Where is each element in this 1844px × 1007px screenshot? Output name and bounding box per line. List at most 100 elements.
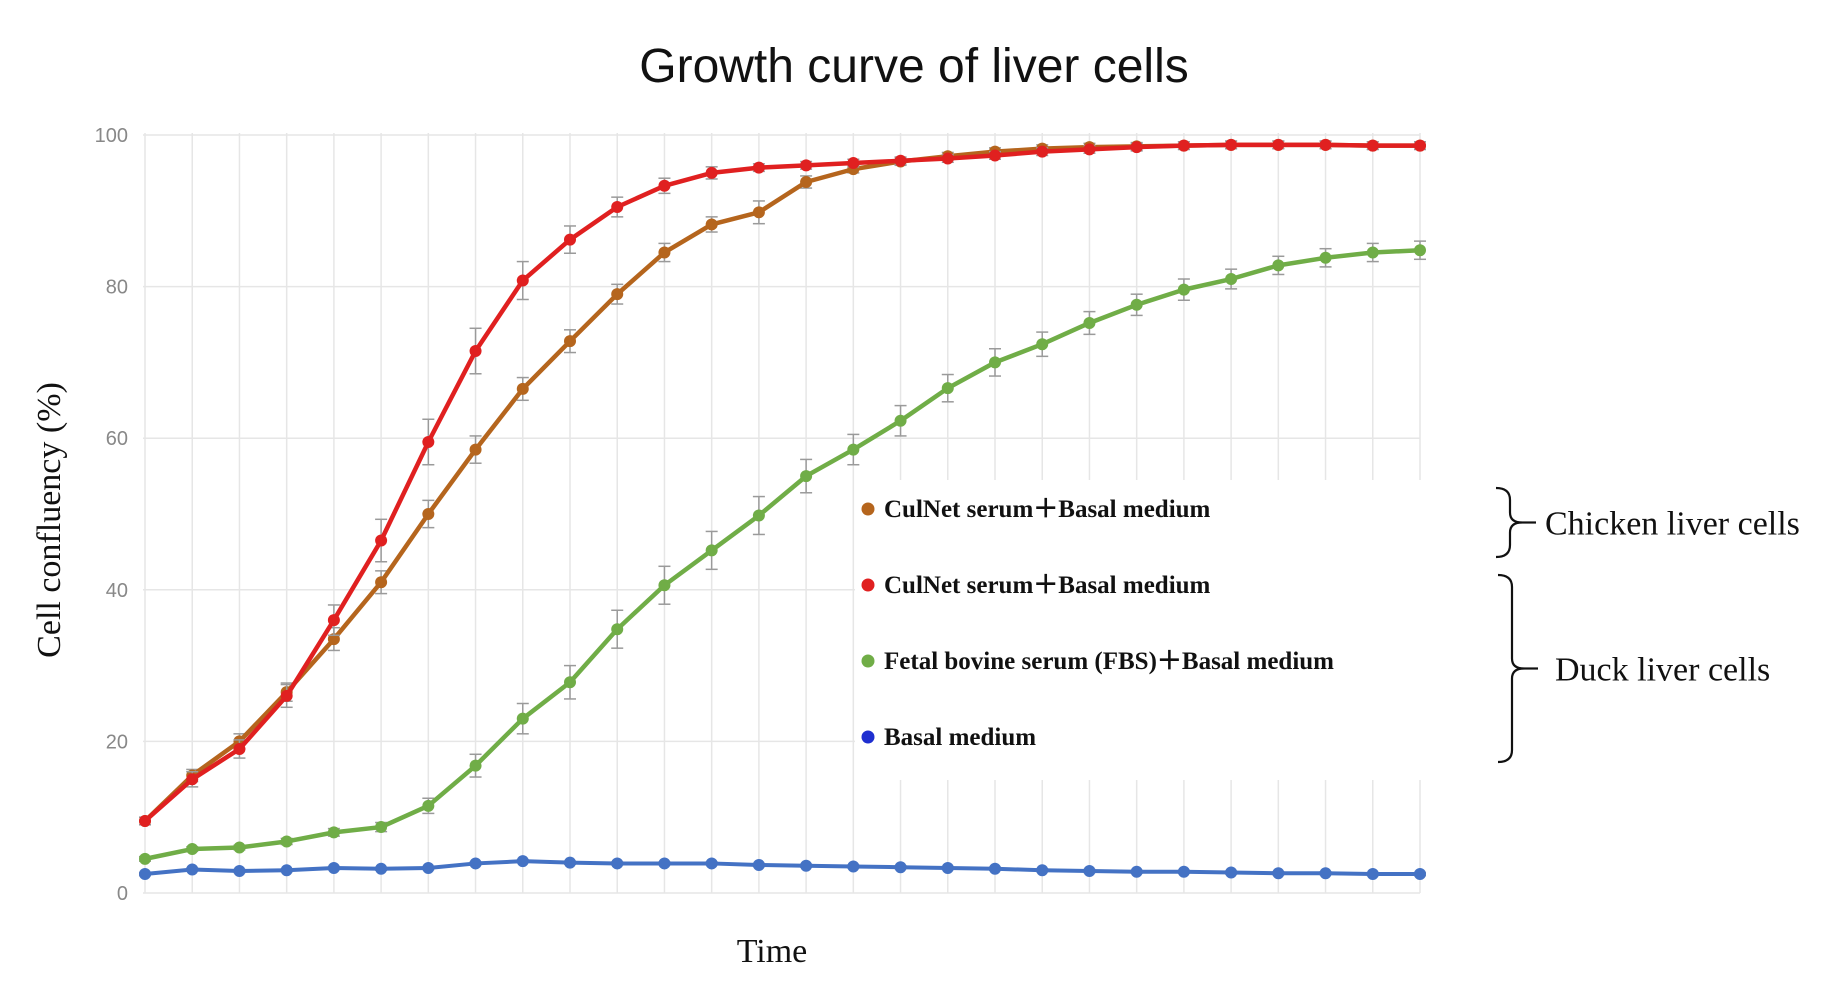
data-point <box>1177 139 1190 152</box>
data-point <box>422 435 435 448</box>
legend-marker <box>861 578 875 592</box>
legend-label: Basal medium <box>884 724 1036 751</box>
data-point <box>280 689 293 702</box>
data-point <box>705 544 718 557</box>
data-point <box>1036 338 1049 351</box>
y-tick-label: 80 <box>106 277 128 299</box>
data-point <box>139 814 151 827</box>
data-point <box>327 614 340 627</box>
data-point <box>139 852 151 865</box>
y-axis-title: Cell confluency (%) <box>31 382 68 658</box>
data-point <box>1225 138 1238 151</box>
data-point <box>1225 866 1238 879</box>
data-point <box>941 152 954 165</box>
data-point <box>752 509 765 522</box>
data-point <box>800 159 813 172</box>
data-point <box>1036 145 1049 158</box>
data-point <box>422 508 435 520</box>
series-layer <box>139 138 1426 881</box>
data-point <box>611 288 624 301</box>
data-point <box>1130 298 1143 311</box>
data-point <box>611 201 624 214</box>
legend-label: CulNet serum＋Basal medium <box>884 572 1211 599</box>
x-axis-title: Time <box>737 933 808 970</box>
legend-background <box>855 480 1430 780</box>
data-point <box>469 345 482 358</box>
data-point <box>752 206 765 219</box>
data-point <box>564 233 576 246</box>
data-point <box>1319 867 1332 880</box>
y-tick-label: 100 <box>95 125 128 147</box>
data-point <box>1083 316 1096 329</box>
data-point <box>611 623 624 636</box>
data-point <box>375 862 388 875</box>
data-point <box>1083 865 1096 878</box>
group-bracket <box>1495 486 1523 559</box>
data-point <box>280 864 293 877</box>
data-point <box>1036 864 1049 877</box>
data-point <box>1177 283 1190 296</box>
data-point <box>1366 868 1379 881</box>
group-label: Chicken liver cells <box>1545 506 1800 543</box>
data-point <box>469 857 482 870</box>
data-point <box>564 335 576 348</box>
data-point <box>280 835 293 848</box>
data-point <box>894 154 907 167</box>
data-point <box>1319 138 1332 151</box>
data-point <box>989 356 1001 369</box>
data-point <box>1130 865 1143 878</box>
data-point <box>894 861 907 874</box>
series-2 <box>139 240 1426 865</box>
series-line <box>144 859 1420 877</box>
data-point <box>1272 138 1285 151</box>
data-point <box>516 855 529 868</box>
data-point <box>375 821 388 834</box>
y-tick-label: 0 <box>117 883 128 905</box>
data-point <box>705 857 718 870</box>
data-point <box>1130 141 1143 154</box>
data-point <box>327 861 340 874</box>
data-point <box>1414 244 1426 257</box>
series-1 <box>139 138 1426 827</box>
data-point <box>800 175 813 188</box>
data-point <box>1225 273 1238 286</box>
legend-label: CulNet serum＋Basal medium <box>884 496 1211 523</box>
data-point <box>658 179 671 192</box>
data-point <box>894 414 907 427</box>
data-point <box>1414 868 1426 881</box>
data-point <box>516 382 529 395</box>
data-point <box>752 161 765 174</box>
y-tick-label: 20 <box>106 731 128 753</box>
data-point <box>1177 865 1190 878</box>
data-point <box>1272 259 1285 272</box>
data-point <box>1272 867 1285 880</box>
legend-marker <box>861 502 875 516</box>
data-point <box>941 861 954 874</box>
data-point <box>564 676 576 689</box>
data-point <box>800 470 813 483</box>
data-point <box>705 218 718 231</box>
data-point <box>1366 246 1379 259</box>
data-point <box>375 576 388 589</box>
data-point <box>1319 251 1332 264</box>
data-point <box>422 799 435 812</box>
legend-marker <box>861 730 875 744</box>
data-point <box>233 742 246 755</box>
data-point <box>989 149 1001 162</box>
data-point <box>469 443 482 456</box>
data-point <box>1366 139 1379 152</box>
data-point <box>516 712 529 725</box>
legend-marker <box>861 654 875 668</box>
data-point <box>847 860 860 873</box>
y-tick-label: 60 <box>106 428 128 450</box>
series-line <box>144 247 1421 862</box>
data-point <box>233 865 246 878</box>
data-point <box>375 534 388 547</box>
data-point <box>233 841 246 854</box>
series-line <box>143 142 1420 823</box>
series-3 <box>139 855 1426 881</box>
axes: 0 20 40 60 80 100 <box>95 125 128 905</box>
data-point <box>705 166 718 179</box>
